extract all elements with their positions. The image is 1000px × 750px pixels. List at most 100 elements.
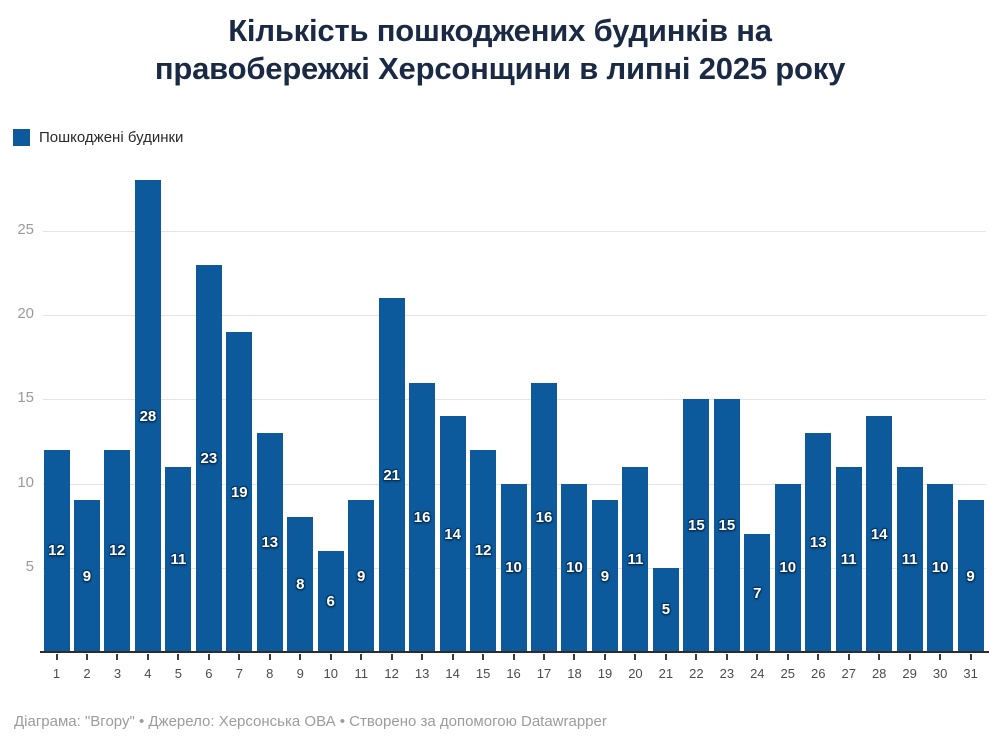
x-axis-label-21: 21 bbox=[658, 666, 674, 681]
bar-day-21: 5 bbox=[652, 567, 679, 652]
bar-value-label: 19 bbox=[230, 483, 248, 501]
bar-value-label: 16 bbox=[413, 508, 431, 526]
bar-day-14: 14 bbox=[439, 416, 466, 652]
x-axis-tick-25 bbox=[786, 654, 789, 660]
bar-day-10: 6 bbox=[317, 550, 344, 652]
y-axis-label-10: 10 bbox=[17, 473, 34, 491]
x-axis-label-8: 8 bbox=[266, 666, 274, 681]
bar-day-7: 19 bbox=[226, 332, 253, 652]
bar-value-label: 11 bbox=[840, 550, 857, 568]
x-axis-label-29: 29 bbox=[902, 666, 917, 681]
bar-value-label: 13 bbox=[261, 534, 279, 552]
x-axis-tick-11 bbox=[360, 654, 363, 660]
x-axis-label-30: 30 bbox=[932, 666, 948, 681]
x-axis-tick-23 bbox=[725, 654, 728, 660]
bar-value-label: 12 bbox=[109, 542, 126, 560]
bar-value-label: 28 bbox=[139, 407, 157, 425]
bar-day-28: 14 bbox=[866, 416, 893, 652]
x-axis-tick-22 bbox=[695, 654, 698, 660]
bar-day-16: 10 bbox=[500, 483, 527, 652]
x-axis-label-24: 24 bbox=[750, 666, 765, 681]
x-axis-label-2: 2 bbox=[83, 666, 91, 681]
chart-title: Кількість пошкоджених будинків на правобе… bbox=[0, 12, 1000, 88]
bar-value-label: 5 bbox=[661, 601, 671, 619]
chart-title-line1: Кількість пошкоджених будинків на bbox=[228, 13, 772, 48]
bar-day-3: 12 bbox=[104, 449, 131, 652]
x-axis-tick-18 bbox=[573, 654, 576, 660]
bar-value-label: 9 bbox=[600, 567, 610, 585]
x-axis-tick-16 bbox=[512, 654, 515, 660]
bar-value-label: 8 bbox=[296, 576, 305, 594]
x-axis-tick-17 bbox=[543, 654, 546, 660]
x-axis-line bbox=[40, 651, 989, 653]
gridline-20 bbox=[43, 315, 986, 317]
x-axis-label-13: 13 bbox=[414, 666, 430, 681]
x-axis-tick-3 bbox=[116, 654, 119, 660]
bar-value-label: 10 bbox=[931, 559, 949, 577]
bar-value-label: 10 bbox=[505, 559, 522, 577]
bar-value-label: 13 bbox=[809, 534, 827, 552]
y-axis-label-15: 15 bbox=[17, 389, 34, 407]
x-axis-label-4: 4 bbox=[144, 666, 152, 681]
bar-day-30: 10 bbox=[927, 483, 954, 652]
x-axis-label-5: 5 bbox=[174, 666, 182, 681]
x-axis-label-1: 1 bbox=[52, 666, 61, 681]
bar-value-label: 10 bbox=[779, 559, 797, 577]
x-axis-label-15: 15 bbox=[475, 666, 491, 681]
x-axis-label-14: 14 bbox=[445, 666, 460, 681]
x-axis-tick-19 bbox=[603, 654, 606, 660]
bar-value-label: 6 bbox=[326, 592, 335, 610]
bar-day-20: 11 bbox=[622, 466, 649, 652]
x-axis-label-10: 10 bbox=[323, 666, 338, 681]
x-axis-tick-9 bbox=[299, 654, 302, 660]
x-axis-label-11: 11 bbox=[354, 666, 368, 681]
bar-day-4: 28 bbox=[134, 180, 161, 652]
x-axis-tick-7 bbox=[238, 654, 241, 660]
x-axis-label-9: 9 bbox=[296, 666, 304, 681]
x-axis-tick-27 bbox=[847, 654, 850, 660]
x-axis-tick-28 bbox=[878, 654, 881, 660]
gridline-25 bbox=[43, 231, 986, 232]
bar-value-label: 15 bbox=[718, 517, 736, 535]
bar-value-label: 9 bbox=[357, 567, 366, 585]
bar-value-label: 14 bbox=[870, 525, 888, 543]
x-axis-tick-26 bbox=[817, 654, 820, 660]
bar-value-label: 9 bbox=[966, 567, 975, 585]
x-axis-label-18: 18 bbox=[567, 666, 582, 681]
x-axis-label-25: 25 bbox=[780, 666, 795, 681]
bar-value-label: 11 bbox=[901, 550, 918, 568]
legend-swatch bbox=[13, 129, 30, 146]
x-axis-tick-24 bbox=[756, 654, 759, 660]
x-axis-tick-8 bbox=[268, 654, 271, 660]
bar-day-26: 13 bbox=[805, 433, 832, 652]
x-axis-label-28: 28 bbox=[871, 666, 887, 681]
bar-day-11: 9 bbox=[348, 500, 375, 652]
legend-label: Пошкоджені будинки bbox=[39, 129, 184, 146]
x-axis-tick-15 bbox=[482, 654, 485, 660]
x-axis-tick-20 bbox=[634, 654, 637, 660]
x-axis-label-12: 12 bbox=[384, 666, 399, 681]
bar-value-label: 21 bbox=[383, 466, 400, 484]
x-axis-tick-12 bbox=[390, 654, 393, 660]
bar-day-29: 11 bbox=[896, 466, 923, 652]
x-axis-label-22: 22 bbox=[689, 666, 704, 681]
x-axis-label-17: 17 bbox=[536, 666, 552, 681]
x-axis-label-31: 31 bbox=[963, 666, 978, 681]
bar-value-label: 15 bbox=[688, 517, 705, 535]
x-axis-tick-10 bbox=[329, 654, 332, 660]
x-axis-label-27: 27 bbox=[841, 666, 856, 681]
x-axis-tick-30 bbox=[939, 654, 942, 660]
x-axis-tick-2 bbox=[85, 654, 88, 660]
bar-value-label: 7 bbox=[753, 584, 762, 602]
chart-title-line2: правобережжі Херсонщини в липні 2025 рок… bbox=[154, 51, 846, 87]
x-axis-tick-21 bbox=[664, 654, 667, 660]
bar-day-19: 9 bbox=[591, 500, 618, 652]
bar-day-23: 15 bbox=[713, 399, 740, 652]
bar-day-24: 7 bbox=[744, 534, 771, 652]
bar-value-label: 11 bbox=[170, 550, 187, 568]
x-axis-tick-6 bbox=[207, 654, 210, 660]
attribution-text: Діаграма: "Вгору" • Джерело: Херсонська … bbox=[14, 713, 607, 730]
bar-value-label: 12 bbox=[48, 542, 65, 560]
bar-day-22: 15 bbox=[683, 399, 710, 652]
